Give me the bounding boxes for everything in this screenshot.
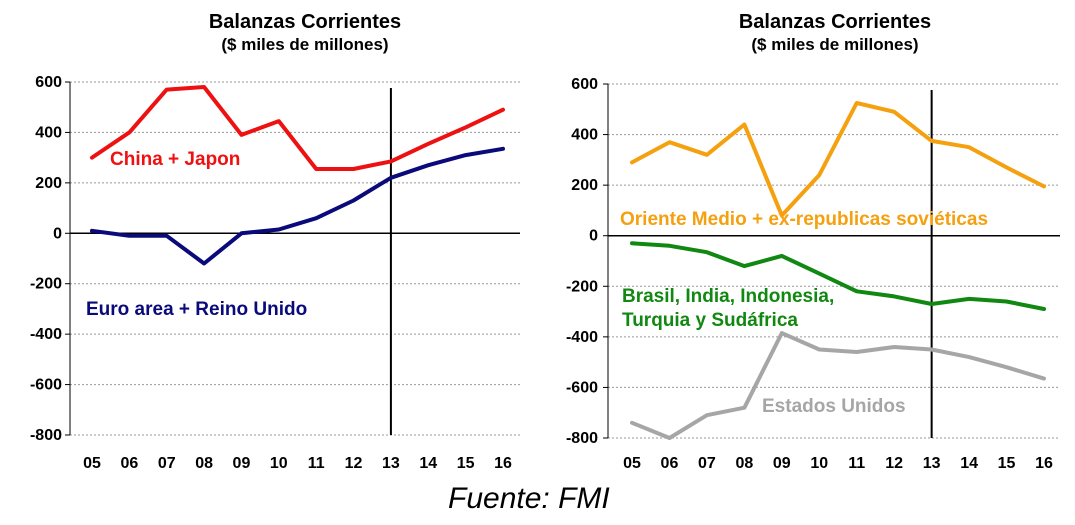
y-tick-label: -400 [30, 326, 62, 343]
series-label: China + Japon [110, 149, 240, 170]
chart-subtitle: ($ miles de millones) [221, 35, 389, 54]
x-tick-label: 08 [735, 455, 753, 472]
x-tick-label: 14 [960, 455, 978, 472]
series-line [630, 331, 1046, 440]
x-tick-label: 13 [923, 455, 941, 472]
y-tick-label: 200 [35, 175, 62, 192]
x-tick-label: 13 [382, 455, 400, 472]
series-line [90, 146, 505, 266]
x-tick-label: 07 [158, 455, 176, 472]
x-tick-label: 11 [848, 455, 865, 472]
x-tick-label: 08 [195, 455, 213, 472]
series-label: Oriente Medio + ex-republicas soviéticas [620, 209, 988, 230]
chart-title-left: Balanzas Corrientes ($ miles de millones… [150, 10, 460, 56]
series-line [90, 85, 505, 171]
x-tick-label: 15 [998, 455, 1016, 472]
y-tick-label: -400 [566, 329, 598, 346]
y-tick-label: 600 [571, 76, 598, 93]
x-tick-label: 06 [661, 455, 679, 472]
x-tick-label: 06 [120, 455, 138, 472]
y-tick-label: 200 [571, 177, 598, 194]
series-label: Estados Unidos [762, 396, 906, 417]
source-note: Fuente: FMI [448, 482, 610, 515]
y-tick-label: 600 [35, 74, 62, 91]
x-tick-label: 16 [494, 455, 512, 472]
x-tick-label: 09 [233, 455, 251, 472]
x-tick-label: 14 [419, 455, 437, 472]
y-tick-label: -200 [30, 276, 62, 293]
series-line [630, 101, 1046, 218]
x-tick-label: 05 [83, 455, 101, 472]
y-tick-label: -800 [30, 427, 62, 444]
chart-subtitle: ($ miles de millones) [751, 35, 919, 54]
x-tick-label: 12 [345, 455, 363, 472]
x-tick-label: 15 [457, 455, 475, 472]
chart-title: Balanzas Corrientes [738, 11, 932, 33]
y-tick-label: -800 [566, 430, 598, 447]
y-tick-label: 0 [53, 225, 62, 242]
chart-title-right: Balanzas Corrientes ($ miles de millones… [690, 10, 980, 56]
x-tick-label: 05 [623, 455, 641, 472]
x-tick-label: 12 [885, 455, 903, 472]
x-tick-label: 10 [270, 455, 288, 472]
series-line [630, 241, 1046, 311]
x-tick-label: 10 [810, 455, 828, 472]
series-label: Euro area + Reino Unido [86, 299, 307, 320]
series-label: Brasil, India, Indonesia, Turquia y Sudáf… [622, 286, 834, 331]
x-tick-label: 07 [698, 455, 716, 472]
x-tick-label: 09 [773, 455, 791, 472]
y-tick-label: -200 [566, 278, 598, 295]
y-tick-label: -600 [30, 377, 62, 394]
y-tick-label: 400 [571, 127, 598, 144]
y-tick-label: -600 [566, 379, 598, 396]
chart-title: Balanzas Corrientes [208, 11, 402, 33]
y-tick-label: 400 [35, 124, 62, 141]
x-tick-label: 11 [308, 455, 325, 472]
y-tick-label: 0 [589, 228, 598, 245]
x-tick-label: 16 [1035, 455, 1053, 472]
